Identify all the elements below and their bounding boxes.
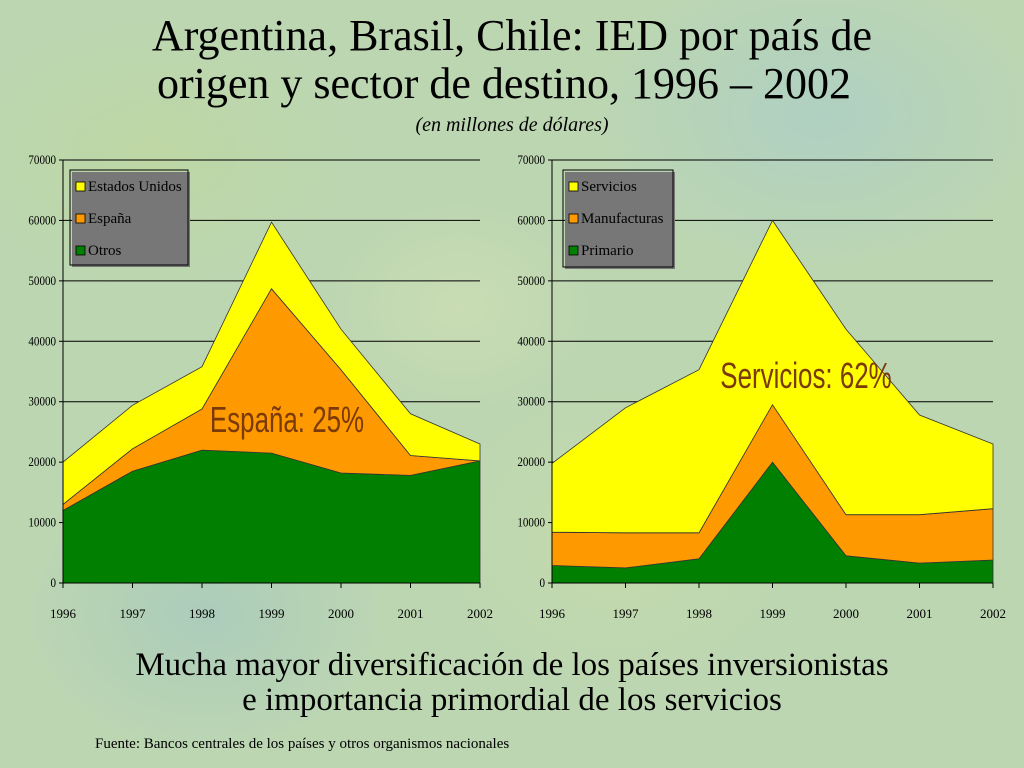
- x-tick-label: 1997: [613, 606, 640, 621]
- legend-shadow: [565, 172, 675, 269]
- y-tick-label: 70000: [28, 152, 56, 167]
- chart-annotation: España: 25%: [210, 400, 364, 440]
- chart-annotation: Servicios: 62%: [720, 356, 891, 396]
- legend-swatch: [568, 181, 579, 192]
- y-tick-label: 60000: [28, 213, 56, 228]
- x-tick-label: 2001: [398, 606, 424, 621]
- source-note: Fuente: Bancos centrales de los países y…: [95, 736, 510, 752]
- x-tick-label: 2000: [328, 606, 354, 621]
- x-tick-label: 2002: [467, 606, 493, 621]
- x-tick-label: 1996: [539, 606, 566, 621]
- x-tick-label: 1997: [120, 606, 147, 621]
- legend-box: [69, 169, 189, 266]
- y-tick-label: 10000: [28, 515, 56, 530]
- slide-subtitle: (en millones de dólares): [415, 114, 609, 136]
- x-tick-label: 2000: [833, 606, 859, 621]
- legend-box: [562, 169, 674, 268]
- legend-swatch: [568, 213, 579, 224]
- y-tick-label: 30000: [28, 394, 56, 409]
- y-tick-label: 10000: [517, 515, 545, 530]
- y-tick-label: 40000: [517, 333, 545, 348]
- legend-swatch: [75, 245, 86, 256]
- y-tick-label: 0: [50, 575, 56, 590]
- caption-line2: e importancia primordial de los servicio…: [242, 682, 782, 718]
- x-tick-label: 1999: [259, 606, 285, 621]
- legend-swatch: [75, 213, 86, 224]
- y-tick-label: 70000: [517, 152, 545, 167]
- y-tick-label: 50000: [28, 273, 56, 288]
- x-tick-label: 2001: [907, 606, 933, 621]
- legend-label: Primario: [581, 243, 634, 259]
- legend-label: Servicios: [581, 179, 637, 195]
- y-tick-label: 40000: [28, 333, 56, 348]
- x-tick-label: 1996: [50, 606, 77, 621]
- legend-label: Otros: [88, 243, 121, 259]
- x-tick-label: 1998: [686, 606, 712, 621]
- y-tick-label: 20000: [28, 454, 56, 469]
- y-tick-label: 30000: [517, 394, 545, 409]
- x-tick-label: 2002: [980, 606, 1006, 621]
- legend-shadow: [72, 172, 190, 267]
- legend-label: Estados Unidos: [88, 179, 182, 195]
- y-tick-label: 20000: [517, 454, 545, 469]
- legend-label: Manufacturas: [581, 211, 664, 227]
- caption-line1: Mucha mayor diversificación de los paíse…: [135, 647, 889, 683]
- x-tick-label: 1999: [760, 606, 786, 621]
- x-tick-label: 1998: [189, 606, 215, 621]
- legend-swatch: [568, 245, 579, 256]
- y-tick-label: 0: [539, 575, 545, 590]
- area-series-servicios: [551, 219, 994, 534]
- area-series-estados-unidos: [62, 221, 481, 506]
- slide-title-line2: origen y sector de destino, 1996 – 2002: [156, 59, 852, 108]
- slide-title-line1: Argentina, Brasil, Chile: IED por país d…: [151, 11, 873, 60]
- y-tick-label: 50000: [517, 273, 545, 288]
- y-tick-label: 60000: [517, 213, 545, 228]
- legend-label: España: [88, 211, 132, 227]
- legend-swatch: [75, 181, 86, 192]
